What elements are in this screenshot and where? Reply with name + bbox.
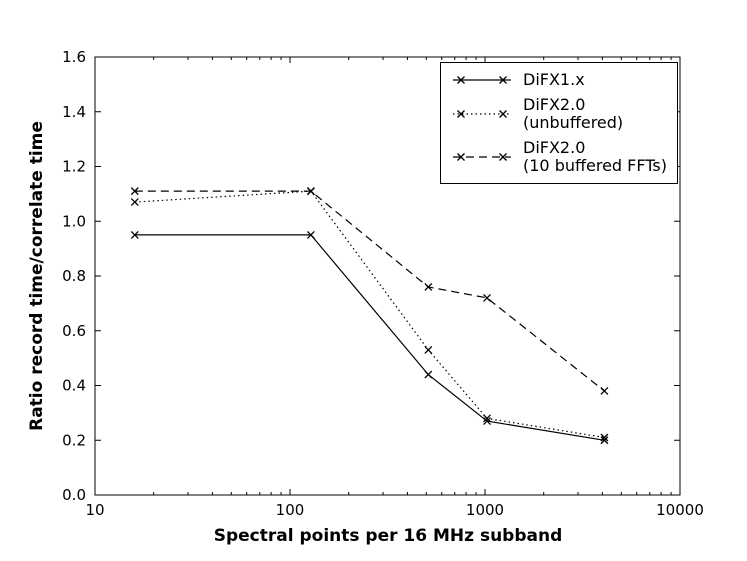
series-line: [134, 234, 605, 441]
marker-x-icon: [483, 414, 491, 423]
legend-entry: DiFX2.0 (10 buffered FFTs): [451, 139, 667, 175]
legend-entry: DiFX2.0 (unbuffered): [451, 96, 667, 132]
series-2: [130, 187, 609, 442]
legend-line-sample: [453, 76, 511, 84]
y-tick-label: 0.2: [62, 431, 86, 449]
x-tick-label: 100: [276, 501, 305, 519]
legend-label: DiFX2.0 (unbuffered): [523, 96, 623, 132]
marker-x-icon: [130, 230, 139, 239]
y-axis-label: Ratio record time/correlate time: [27, 121, 47, 431]
series-1: [130, 230, 609, 445]
legend-line-sample: [453, 110, 511, 118]
marker-x-icon: [424, 345, 433, 354]
legend-label: DiFX1.x: [523, 71, 585, 89]
marker-x-icon: [483, 293, 491, 302]
legend-label-line: (unbuffered): [523, 113, 624, 132]
series-line: [134, 190, 605, 392]
x-tick-label: 10000: [656, 501, 704, 519]
marker-x-icon: [600, 433, 609, 442]
legend-line-sample: [453, 153, 511, 161]
legend-label-line: (10 buffered FFTs): [523, 156, 667, 175]
marker-x-icon: [424, 282, 433, 291]
y-tick-label: 1.4: [62, 103, 86, 121]
y-tick-label: 1.2: [62, 158, 86, 176]
legend-entry: DiFX1.x: [451, 71, 667, 89]
legend-label-line: DiFX1.x: [523, 70, 585, 89]
marker-x-icon: [499, 110, 507, 118]
legend-label-line: DiFX2.0: [523, 95, 586, 114]
legend: DiFX1.x DiFX2.0 (unbuffered) DiFX2.0 (10 buf…: [440, 62, 678, 184]
marker-x-icon: [499, 76, 507, 84]
y-tick-label: 1.0: [62, 212, 86, 230]
marker-x-icon: [600, 387, 609, 395]
marker-x-icon: [483, 417, 491, 426]
series-3: [130, 187, 609, 395]
legend-label-line: DiFX2.0: [523, 138, 586, 157]
y-tick-label: 0.8: [62, 267, 86, 285]
marker-x-icon: [130, 198, 139, 207]
x-tick-label: 1000: [466, 501, 504, 519]
legend-label: DiFX2.0 (10 buffered FFTs): [523, 139, 667, 175]
marker-x-icon: [457, 76, 465, 84]
y-tick-label: 0.0: [62, 486, 86, 504]
y-tick-label: 0.6: [62, 322, 86, 340]
marker-x-icon: [457, 153, 465, 161]
marker-x-icon: [306, 187, 315, 196]
marker-x-icon: [457, 110, 465, 118]
marker-x-icon: [130, 187, 139, 196]
x-axis-label: Spectral points per 16 MHz subband: [213, 526, 563, 546]
marker-x-icon: [424, 370, 433, 379]
x-tick-label: 10: [85, 501, 104, 519]
series-line: [134, 190, 605, 439]
y-tick-label: 0.4: [62, 377, 86, 395]
marker-x-icon: [600, 436, 609, 445]
marker-x-icon: [499, 153, 507, 161]
marker-x-icon: [306, 230, 315, 239]
y-tick-label: 1.6: [62, 48, 86, 66]
